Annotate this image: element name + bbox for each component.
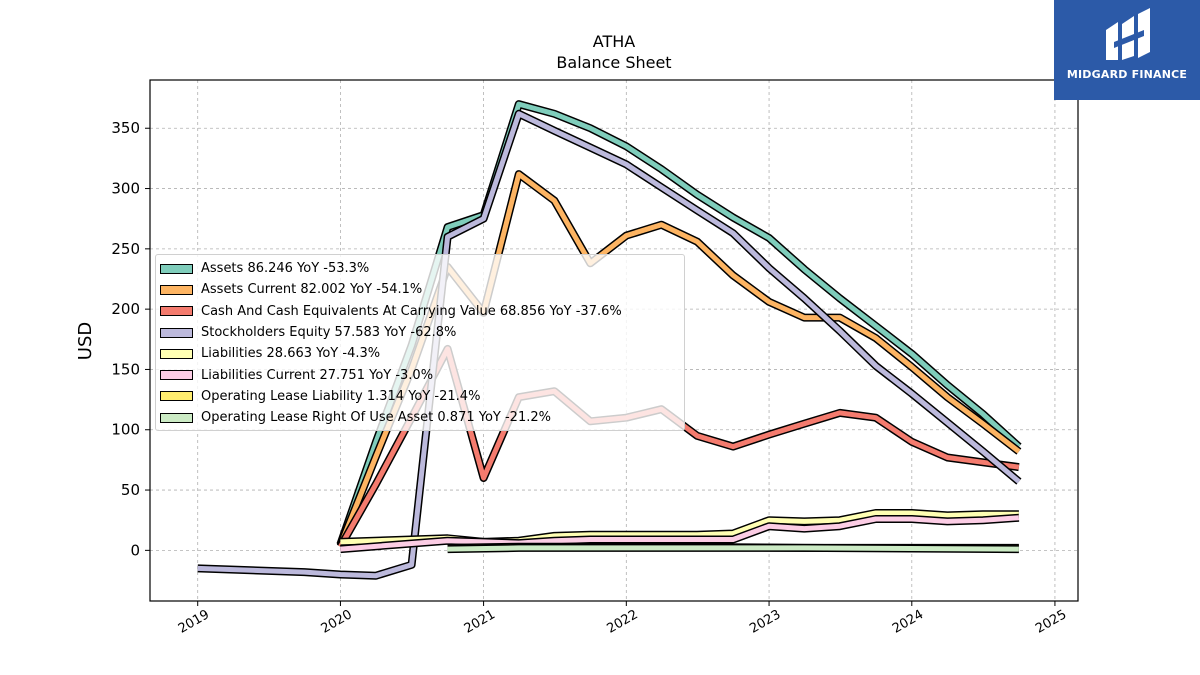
x-tick-label: 2021 [462,607,498,637]
y-axis: 0 50 100 150 200 250 300 350 [111,119,150,559]
brand-logo: MIDGARD FINANCE [1054,0,1200,100]
y-tick-label: 150 [111,360,140,378]
series-line [338,101,1021,546]
legend-label: Assets Current 82.002 YoY -54.1% [201,282,423,298]
series-assets [336,100,1022,546]
series-line [447,545,1019,552]
series-stockholders-equity [197,109,1022,580]
legend-swatch [160,327,193,338]
legend-swatch [160,412,193,423]
y-tick-label: 100 [111,421,140,439]
y-tick-label: 350 [111,119,140,137]
y-tick-label: 200 [111,300,140,318]
x-axis: 2019 2020 2021 2022 2023 2024 2025 [176,601,1069,637]
legend-label: Assets 86.246 YoY -53.3% [201,261,370,277]
y-tick-label: 0 [130,541,140,559]
x-tick-label: 2020 [319,607,355,637]
logo-mark-icon [1106,8,1150,60]
y-tick-label: 250 [111,240,140,258]
legend-swatch [160,284,193,295]
series-line [197,111,1021,579]
series-operating-lease-right-of-use-asset [447,543,1019,554]
legend-item: Liabilities 28.663 YoY -4.3% [156,343,684,364]
y-tick-label: 300 [111,180,140,198]
legend-swatch [160,306,193,317]
legend-item: Assets Current 82.002 YoY -54.1% [156,279,684,300]
y-axis-label: USD [75,322,96,360]
legend-label: Liabilities Current 27.751 YoY -3.0% [201,367,434,383]
chart-title: ATHA [593,32,636,51]
legend-label: Stockholders Equity 57.583 YoY -62.8% [201,325,457,341]
legend-swatch [160,263,193,274]
x-tick-label: 2019 [176,607,212,637]
legend-item: Liabilities Current 27.751 YoY -3.0% [156,364,684,385]
plot-frame [149,79,1079,602]
series-group [197,100,1022,580]
legend-label: Operating Lease Right Of Use Asset 0.871… [201,410,551,426]
x-tick-label: 2024 [890,607,926,637]
x-tick-label: 2022 [604,607,640,637]
legend-swatch [160,391,193,402]
legend-item: Stockholders Equity 57.583 YoY -62.8% [156,322,684,343]
legend-item: Assets 86.246 YoY -53.3% [156,258,684,279]
legend: Assets 86.246 YoY -53.3% Assets Current 8… [155,254,685,432]
legend-swatch [160,370,193,381]
x-tick-label: 2023 [747,607,783,637]
legend-item: Operating Lease Liability 1.314 YoY -21.… [156,386,684,407]
x-tick-label: 2025 [1033,607,1069,637]
legend-label: Liabilities 28.663 YoY -4.3% [201,346,381,362]
legend-swatch [160,348,193,359]
y-tick-label: 50 [121,481,140,499]
legend-item: Operating Lease Right Of Use Asset 0.871… [156,407,684,428]
legend-label: Cash And Cash Equivalents At Carrying Va… [201,303,622,319]
chart-subtitle: Balance Sheet [556,53,671,72]
legend-label: Operating Lease Liability 1.314 YoY -21.… [201,388,481,404]
legend-item: Cash And Cash Equivalents At Carrying Va… [156,301,684,322]
brand-name: MIDGARD FINANCE [1066,68,1188,81]
